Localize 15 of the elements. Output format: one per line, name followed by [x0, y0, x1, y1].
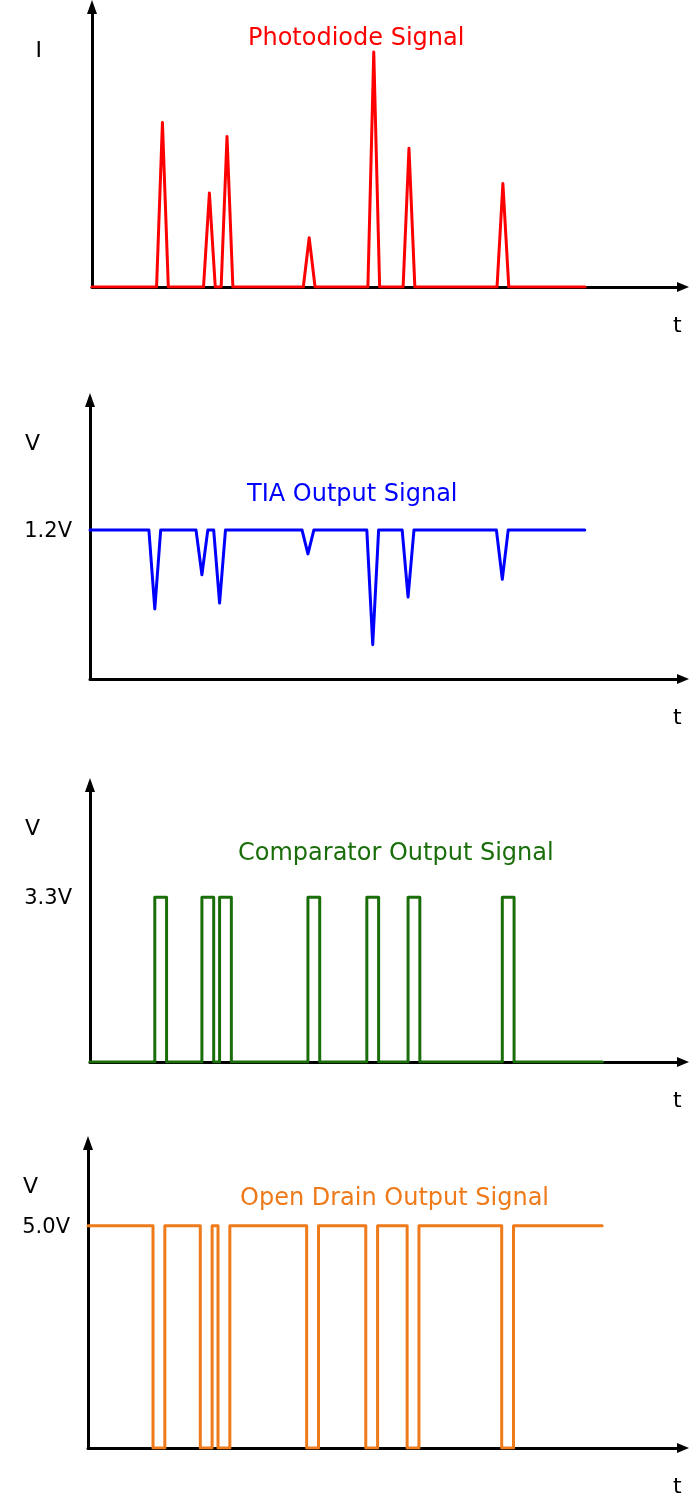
text: 3.3V: [24, 885, 73, 910]
chart-title: Comparator Output Signal: [238, 838, 554, 866]
x-axis-title: t: [673, 1086, 682, 1112]
chart-title: Photodiode Signal: [248, 23, 465, 51]
x-axis-title: t: [673, 1472, 682, 1498]
y-axis-title: I: [35, 36, 42, 62]
y-axis-title: V: [24, 814, 40, 840]
x-axis-title: t: [673, 703, 682, 729]
text: 5.0V: [22, 1213, 71, 1238]
y-axis-title: V: [22, 1172, 38, 1198]
y-axis-title: V: [24, 429, 40, 455]
chart-title: Open Drain Output Signal: [240, 1183, 550, 1211]
text: 1.2V: [24, 518, 73, 543]
chart-title: TIA Output Signal: [246, 479, 458, 507]
x-axis-title: t: [673, 311, 682, 337]
